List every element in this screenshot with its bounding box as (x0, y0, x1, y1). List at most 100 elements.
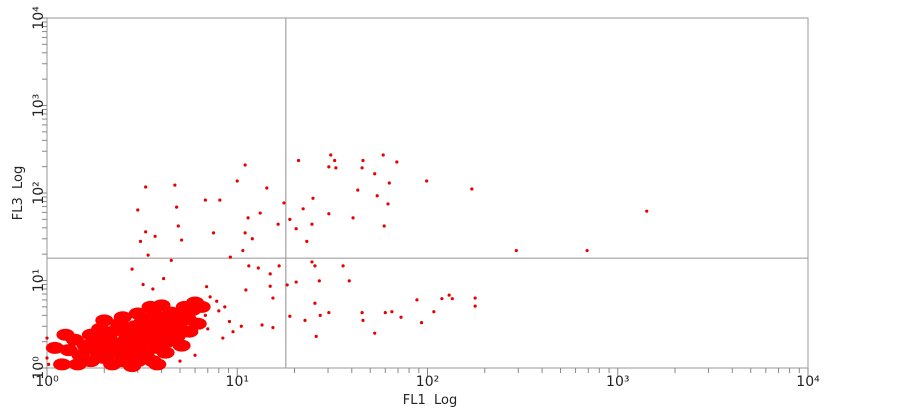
data-point (361, 318, 365, 322)
data-point (141, 282, 145, 287)
data-point (169, 258, 173, 262)
data-point (203, 198, 207, 202)
data-point (450, 297, 454, 301)
dense-population-point (172, 339, 191, 352)
data-point (347, 279, 351, 283)
data-point (440, 297, 444, 301)
data-point (470, 187, 474, 191)
x-tick-label: 10⁰ (35, 374, 59, 390)
y-tick-label: 10¹ (31, 269, 47, 292)
data-point (176, 224, 180, 228)
data-point (373, 172, 377, 176)
dense-population-point (95, 314, 114, 327)
data-point (151, 287, 155, 291)
dense-population-point (128, 307, 147, 320)
data-point (161, 277, 166, 281)
data-point (317, 279, 321, 283)
y-axis-label: FL3 Log (11, 166, 26, 220)
data-point (383, 310, 387, 315)
data-point (381, 153, 385, 157)
dense-population-point (148, 358, 167, 371)
data-point (313, 301, 317, 305)
data-point (239, 324, 243, 328)
data-point (432, 310, 436, 314)
data-point (327, 165, 331, 169)
data-point (136, 208, 140, 212)
data-point (173, 183, 177, 187)
data-point (268, 272, 272, 276)
data-point (327, 310, 331, 315)
data-point (268, 284, 272, 288)
data-point (144, 230, 148, 234)
data-point (395, 160, 399, 164)
data-point (228, 255, 232, 259)
data-point (360, 310, 364, 315)
dense-population-point (192, 300, 211, 313)
data-point (227, 319, 232, 324)
dense-population-point (123, 360, 142, 373)
x-tick-label: 10² (416, 374, 439, 390)
data-point (282, 201, 286, 205)
data-point (313, 264, 317, 268)
data-point (241, 248, 245, 253)
data-point (334, 166, 338, 170)
y-tick-label: 10⁴ (31, 6, 47, 30)
data-point (235, 179, 239, 183)
data-point (203, 313, 207, 317)
data-point (243, 231, 247, 235)
data-point (314, 334, 318, 338)
dense-population-point (152, 299, 171, 312)
data-point (208, 295, 212, 299)
data-point (310, 222, 314, 226)
data-point (473, 296, 477, 300)
axes (39, 17, 809, 376)
data-point (361, 158, 365, 163)
tick-labels: 10⁰ 10¹ 10² 10³ 10⁴ 10⁰ 10¹ 10² 10³ 10⁴ (31, 6, 820, 390)
data-point (193, 353, 197, 357)
data-point (246, 216, 250, 220)
data-point (47, 362, 51, 366)
data-point (45, 356, 49, 360)
data-point (288, 217, 292, 221)
data-point (276, 222, 280, 226)
data-point (180, 238, 184, 242)
data-point (206, 327, 210, 331)
data-point (447, 293, 451, 297)
data-point (204, 285, 209, 289)
data-point (301, 207, 305, 211)
data-point (243, 163, 247, 167)
data-point (144, 185, 148, 189)
data-point (45, 336, 49, 340)
x-axis-label: FL1 Log (403, 393, 457, 408)
data-point (387, 181, 391, 185)
data-point (360, 166, 364, 170)
data-point (130, 267, 134, 271)
data-point (265, 186, 269, 190)
x-tick-label: 10⁴ (796, 374, 820, 390)
data-point (260, 323, 264, 327)
data-point (341, 264, 345, 268)
data-point (473, 304, 477, 308)
data-point (146, 253, 150, 257)
data-point (231, 330, 235, 334)
data-point (318, 313, 322, 317)
data-point (258, 211, 262, 215)
data-point (271, 325, 275, 330)
data-point (329, 153, 333, 157)
data-point (645, 209, 649, 213)
data-point (415, 298, 419, 302)
data-point (271, 296, 275, 300)
data-point (244, 288, 248, 292)
data-point (294, 280, 298, 284)
data-point (373, 331, 377, 335)
data-point (49, 346, 53, 350)
data-point (311, 196, 315, 200)
data-point (585, 248, 589, 253)
dense-population-point (188, 317, 207, 330)
dense-population-point (56, 328, 75, 341)
data-point (250, 237, 254, 241)
data-point (356, 188, 360, 192)
data-point (218, 198, 222, 202)
x-tick-label: 10¹ (226, 374, 249, 390)
